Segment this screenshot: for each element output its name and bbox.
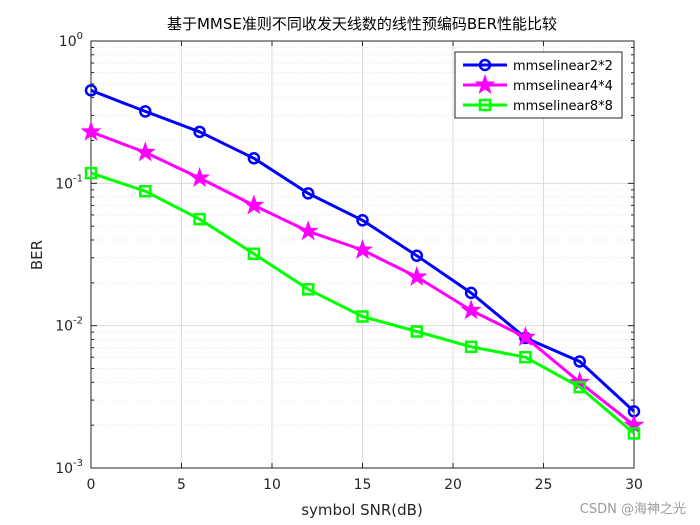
data-point: [460, 299, 482, 320]
y-tick-label: 10-3: [55, 458, 83, 477]
legend-label: mmselinear4*4: [513, 79, 613, 94]
x-tick-label: 10: [263, 477, 281, 493]
data-point: [356, 310, 369, 323]
series-line: [90, 89, 636, 413]
axis-ticks: 0 5 10 15 20 25 30 100 10-1 10-2 10-3: [55, 31, 643, 493]
watermark: CSDN @海神之光: [579, 502, 686, 517]
data-point: [478, 98, 492, 112]
data-point: [189, 166, 211, 187]
data-point: [356, 214, 369, 227]
data-point: [297, 220, 319, 241]
data-point: [139, 184, 152, 198]
y-tick-label: 100: [59, 31, 83, 50]
series-layer: [80, 84, 645, 440]
data-point: [193, 125, 206, 139]
data-point: [301, 283, 315, 296]
data-point: [247, 152, 261, 165]
x-tick-label: 25: [535, 477, 553, 493]
data-point: [410, 325, 424, 338]
x-tick-label: 20: [444, 477, 462, 493]
data-point: [352, 238, 373, 259]
data-point: [301, 187, 315, 200]
data-point: [243, 194, 265, 215]
x-tick-label: 15: [354, 477, 372, 493]
chart-title: 基于MMSE准则不同收发天线数的线性预编码BER性能比较: [167, 15, 557, 33]
legend-item: mmselinear2*2: [463, 58, 613, 74]
data-point: [139, 105, 152, 118]
data-point: [519, 350, 532, 364]
legend-item: mmselinear4*4: [463, 73, 613, 94]
x-tick-label: 5: [177, 477, 186, 493]
data-point: [410, 249, 424, 262]
series-3: [84, 166, 641, 440]
legend-label: mmselinear2*2: [513, 59, 613, 74]
x-tick-label: 30: [625, 477, 643, 493]
data-point: [84, 166, 98, 180]
data-point: [247, 247, 261, 261]
x-axis-label: symbol SNR(dB): [301, 501, 423, 519]
data-point: [474, 73, 496, 94]
legend-label: mmselinear8*8: [513, 99, 613, 114]
data-point: [573, 380, 586, 394]
series-2: [80, 120, 645, 435]
data-point: [80, 120, 102, 141]
legend-item: mmselinear8*8: [463, 98, 613, 114]
data-point: [84, 84, 98, 97]
data-point: [573, 355, 586, 368]
data-point: [464, 286, 478, 300]
series-line: [90, 171, 635, 435]
data-point: [406, 265, 428, 286]
data-point: [627, 427, 641, 440]
y-axis-label: BER: [28, 240, 46, 270]
data-point: [134, 141, 156, 162]
data-point: [193, 212, 206, 226]
y-tick-label: 10-1: [55, 173, 83, 192]
data-point: [478, 58, 492, 72]
y-tick-label: 10-2: [55, 316, 83, 335]
data-point: [514, 326, 536, 347]
data-point: [464, 340, 478, 354]
legend: mmselinear2*2 mmselinear4*4 mmselinear8*8: [454, 51, 623, 119]
x-tick-label: 0: [87, 477, 96, 493]
